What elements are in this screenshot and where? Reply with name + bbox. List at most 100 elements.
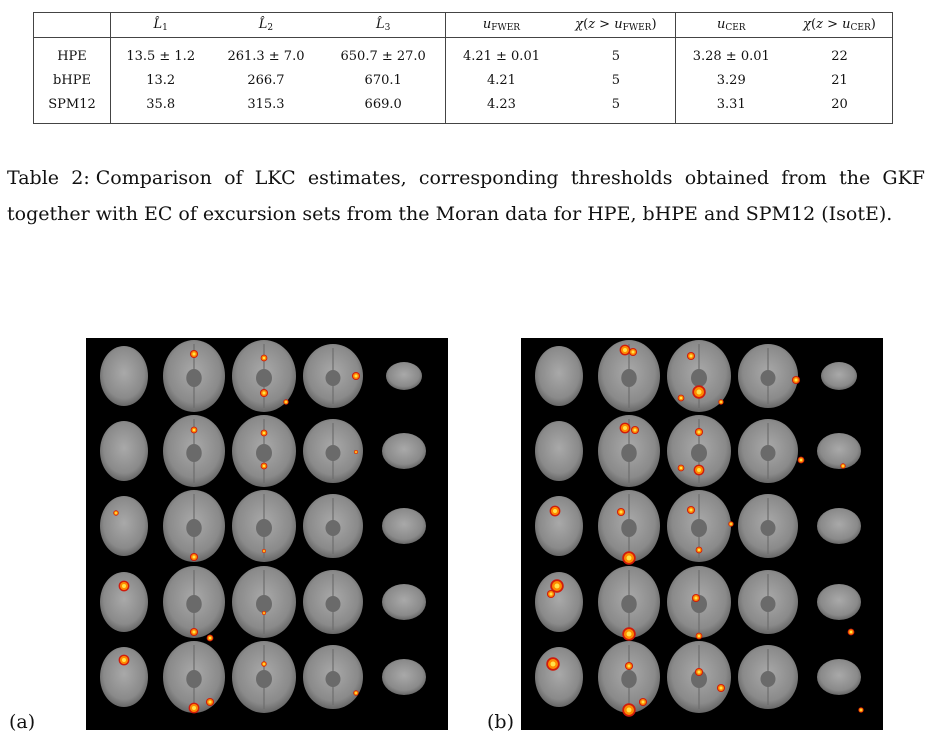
activation-blob-peak — [192, 555, 196, 559]
activation-blob-peak — [192, 352, 196, 356]
cell-uFWER: 4.21 — [444, 68, 558, 93]
activation-blob-peak — [720, 401, 722, 403]
results-table: L̂1 L̂2 L̂3 uFWER χ(z > uFWER) uCER χ(z … — [33, 11, 893, 125]
cell-L3: 650.7 ± 27.0 — [340, 48, 426, 64]
activation-blob-peak — [192, 630, 196, 634]
brain-slice — [598, 566, 660, 638]
brain-slice — [535, 421, 583, 481]
brain-slice — [667, 566, 731, 638]
activation-blob-peak — [626, 555, 632, 561]
cell-chi-FWER: 5 — [611, 72, 620, 88]
cell-L2: 315.3 — [210, 92, 322, 125]
header-chi-CER: χ(z > uCER) — [786, 11, 893, 39]
activation-blob-peak — [633, 428, 637, 432]
panel-b-label: (b) — [487, 711, 514, 733]
activation-blob-peak — [719, 686, 723, 690]
brain-slice — [163, 566, 225, 638]
activation-blob-peak — [263, 612, 265, 614]
header-uCER: uCER — [674, 11, 787, 39]
cell-uFWER: 4.21 ± 0.01 — [444, 37, 558, 69]
activation-blob-peak — [799, 458, 803, 462]
activation-blob-peak — [208, 700, 212, 704]
activation-blob-peak — [689, 354, 693, 358]
brain-slice — [382, 584, 426, 620]
activation-blob-peak — [263, 663, 265, 665]
cell-chi-FWER: 5 — [611, 48, 620, 64]
brain-slice — [738, 645, 798, 709]
brain-slice — [821, 362, 857, 390]
brain-slice — [667, 415, 731, 487]
activation-blob-peak — [192, 706, 196, 710]
activation-blob-peak — [262, 356, 266, 360]
brain-slice — [303, 570, 363, 634]
brain-slice — [382, 508, 426, 544]
activation-blob-peak — [697, 430, 701, 434]
activation-blob-peak — [696, 389, 702, 395]
activation-blob-peak — [554, 583, 560, 589]
activation-blob-peak — [262, 431, 266, 435]
brain-slice — [817, 584, 861, 620]
activation-blob-peak — [192, 428, 196, 432]
brain-slice — [100, 647, 148, 707]
cell-chi-CER: 21 — [786, 68, 893, 93]
activation-blob-peak — [623, 426, 627, 430]
cell-L1: 13.2 — [110, 68, 211, 93]
cell-uCER: 3.31 — [674, 92, 787, 125]
table-caption: Table 2: Comparison of LKC estimates, cor… — [7, 160, 925, 232]
brain-slice — [100, 572, 148, 632]
brain-slice — [817, 659, 861, 695]
caption-label: Table 2: — [7, 167, 90, 189]
activation-blob-peak — [263, 550, 265, 552]
activation-blob-peak — [549, 592, 553, 596]
brain-slice — [598, 641, 660, 713]
brain-slice — [100, 496, 148, 556]
cell-chi-CER: 20 — [786, 92, 893, 125]
brain-slice — [386, 362, 422, 390]
brain-slice — [382, 433, 426, 469]
activation-blob-peak — [627, 664, 631, 668]
cell-uCER: 3.29 — [674, 68, 787, 93]
brain-montage-image-b — [535, 340, 864, 717]
brain-slice — [535, 647, 583, 707]
brain-slice — [598, 490, 660, 562]
brain-slice — [535, 496, 583, 556]
brain-slice — [232, 566, 296, 638]
brain-slice — [303, 645, 363, 709]
brain-slice — [232, 490, 296, 562]
activation-blob-peak — [694, 596, 698, 600]
brain-montage-image-a — [100, 340, 426, 714]
cell-chi-CER: 22 — [786, 37, 893, 69]
activation-blob-peak — [697, 548, 701, 552]
activation-blob-peak — [355, 692, 357, 694]
brain-slice — [163, 490, 225, 562]
activation-blob-peak — [262, 464, 266, 468]
row-label: SPM12 — [33, 92, 111, 125]
cell-uCER: 3.28 ± 0.01 — [674, 37, 787, 69]
activation-blob-peak — [697, 468, 701, 472]
cell-L1: 35.8 — [110, 92, 211, 125]
brain-slice — [535, 346, 583, 406]
activation-blob-peak — [730, 523, 732, 525]
table-row: bHPE 13.2 266.7 670.1 4.21 5 3.29 21 — [33, 68, 893, 93]
activation-blob-peak — [626, 707, 632, 713]
activation-blob-peak — [355, 451, 357, 453]
activation-blob-peak — [262, 391, 266, 395]
brain-slice — [303, 494, 363, 558]
brain-slice — [817, 508, 861, 544]
activation-blob-peak — [550, 661, 556, 667]
activation-blob-peak — [122, 658, 126, 662]
caption-text: Comparison of LKC estimates, correspondi… — [7, 167, 925, 225]
brain-montage-panel-b — [521, 338, 883, 730]
activation-blob-peak — [553, 509, 557, 513]
brain-slice — [163, 415, 225, 487]
activation-blob-peak — [623, 348, 627, 352]
brain-slice — [598, 340, 660, 412]
brain-slice — [738, 494, 798, 558]
brain-slice — [817, 433, 861, 469]
activation-blob-peak — [122, 584, 126, 588]
activation-blob-peak — [860, 709, 862, 711]
brain-montage-panel-a — [86, 338, 448, 730]
brain-slice — [382, 659, 426, 695]
header-L3: L̂3 — [321, 11, 446, 39]
row-label: HPE — [33, 37, 111, 69]
